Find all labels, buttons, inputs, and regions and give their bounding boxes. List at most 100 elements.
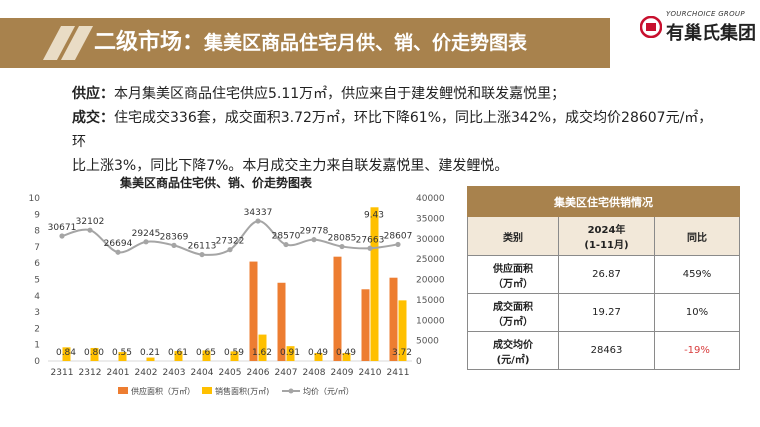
sales-data-label: 0.59	[224, 348, 244, 358]
price-data-label: 28607	[384, 231, 413, 241]
supply-sales-table: 集美区住宅供销情况 类别 2024年 (1-11月) 同比 供应面积 （万㎡） 26.…	[467, 186, 740, 370]
y-left-tick-label: 4	[34, 292, 40, 302]
price-point	[311, 237, 317, 243]
legend-supply-label: 供应面积（万㎡）	[131, 386, 195, 396]
legend-price-marker	[288, 388, 294, 394]
price-point	[171, 242, 177, 248]
table-row-label: 成交均价 (元/㎡)	[467, 331, 559, 370]
y-right-tick-label: 15000	[416, 296, 445, 306]
table-header-yoy: 同比	[654, 216, 740, 256]
price-point	[227, 247, 233, 253]
x-tick-label: 2410	[359, 368, 382, 378]
table-row-value: 19.27	[558, 293, 655, 332]
price-data-label: 28570	[272, 232, 301, 242]
deal-text-line1: 住宅成交336套，成交面积3.72万㎡，环比下降61%，同比上涨342%，成交均…	[72, 110, 713, 150]
y-left-tick-label: 7	[34, 243, 40, 253]
sales-bar	[258, 334, 267, 361]
table-row-yoy: 10%	[654, 293, 740, 332]
sales-bar	[90, 347, 99, 361]
y-left-tick-label: 3	[34, 308, 40, 318]
sales-bar	[118, 352, 127, 361]
table-header-2024: 2024年 (1-11月)	[558, 216, 655, 256]
sales-data-label: 0.65	[196, 348, 216, 358]
sales-data-label: 0.84	[56, 348, 76, 358]
combo-chart: 0 1 2 3 4 5 6 7 8 9 10 0 5000 10000 15000 20000 25000 300…	[29, 194, 445, 396]
page-title-main: 二级市场：	[94, 30, 205, 55]
price-point	[199, 251, 205, 258]
company-logo: YOURCHOICE GROUP 有巢氏集团	[626, 10, 756, 46]
price-point	[367, 245, 373, 251]
price-data-label: 29245	[132, 229, 161, 239]
legend-sales-label: 销售面积(万㎡)	[215, 386, 269, 396]
sales-data-label: 0.91	[280, 348, 300, 358]
sales-data-label: 3.72	[392, 348, 412, 358]
price-point	[339, 243, 345, 250]
supply-paragraph: 供应：本月集美区商品住宅供应5.11万㎡，供应来自于建发鲤悦和联发嘉悦里；	[72, 82, 722, 106]
price-data-label: 28085	[328, 234, 357, 244]
price-point	[255, 218, 261, 224]
supply-text: 本月集美区商品住宅供应5.11万㎡，供应来自于建发鲤悦和联发嘉悦里；	[114, 86, 566, 102]
price-data-label: 30671	[48, 223, 77, 233]
y-left-tick-label: 6	[34, 259, 40, 269]
x-tick-label: 2409	[331, 368, 354, 378]
deal-text-line2: 比上涨3%，同比下降7%。本月成交主力来自联发嘉悦里、建发鲤悦。	[72, 158, 509, 174]
table-header-category: 类别	[467, 216, 559, 256]
price-point	[143, 239, 149, 245]
price-point	[87, 227, 93, 233]
logo-english: YOURCHOICE GROUP	[666, 10, 745, 18]
supply-bar	[361, 289, 370, 361]
y-left-tick-label: 10	[29, 194, 41, 204]
x-tick-label: 2411	[387, 368, 410, 378]
deal-paragraph: 成交：住宅成交336套，成交面积3.72万㎡，环比下降61%，同比上涨342%，…	[72, 106, 722, 178]
sales-bar	[286, 346, 295, 361]
supply-bar	[249, 261, 258, 361]
deal-label: 成交：	[72, 110, 114, 126]
table-caption: 集美区住宅供销情况	[467, 186, 740, 217]
logo-mark-icon	[640, 16, 662, 38]
y-right-tick-label: 0	[416, 357, 422, 367]
table-row-value: 28463	[558, 331, 655, 370]
sales-bar	[174, 351, 183, 361]
x-tick-label: 2401	[107, 368, 130, 378]
sales-bar	[146, 357, 155, 361]
supply-bar	[333, 256, 342, 361]
x-tick-label: 2408	[303, 368, 326, 378]
supply-bar	[277, 282, 286, 361]
y-right-tick-label: 35000	[416, 214, 445, 224]
table-row-value: 26.87	[558, 255, 655, 294]
title-bar	[0, 18, 610, 68]
y-left-tick-label: 1	[34, 341, 40, 351]
sales-data-label: 0.55	[112, 348, 132, 358]
sales-bar	[62, 347, 71, 361]
page-title-sub: 集美区商品住宅月供、销、价走势图表	[204, 32, 528, 54]
price-data-label: 27663	[356, 235, 385, 245]
supply-bar	[389, 277, 398, 361]
price-point	[395, 241, 401, 248]
price-data-label: 29778	[300, 227, 329, 237]
y-left-tick-label: 0	[34, 357, 40, 367]
sales-data-label: 0.49	[308, 348, 328, 358]
price-point	[115, 249, 121, 255]
x-tick-label: 2312	[79, 368, 102, 378]
legend-price-label: 均价（元/㎡）	[303, 386, 354, 396]
y-right-tick-label: 20000	[416, 276, 445, 286]
price-data-label: 27322	[216, 237, 245, 247]
y-left-tick-label: 5	[34, 276, 40, 286]
legend-sales-swatch	[202, 387, 212, 394]
sales-bar	[202, 350, 211, 361]
logo-chinese: 有巢氏集团	[666, 23, 756, 44]
sales-bar	[398, 300, 407, 361]
supply-label: 供应：	[72, 86, 114, 102]
table-row-yoy: 459%	[654, 255, 740, 294]
x-tick-label: 2406	[247, 368, 270, 378]
chart-title: 集美区商品住宅供、销、价走势图表	[120, 176, 313, 190]
sales-bar	[314, 353, 323, 361]
sales-bar	[342, 353, 351, 361]
y-right-tick-label: 30000	[416, 235, 445, 245]
x-tick-label: 2405	[219, 368, 242, 378]
y-right-tick-label: 5000	[416, 337, 439, 347]
price-data-label: 34337	[244, 208, 273, 218]
y-left-tick-label: 2	[34, 324, 40, 334]
x-tick-label: 2311	[51, 368, 74, 378]
sales-data-label: 0.61	[168, 348, 188, 358]
